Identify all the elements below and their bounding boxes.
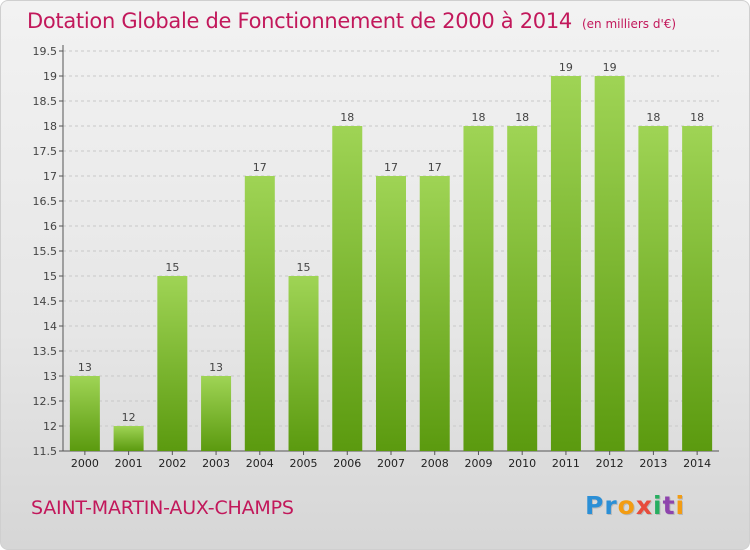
bar-value-label: 17 xyxy=(384,161,398,174)
bar-value-label: 15 xyxy=(297,261,311,274)
bar-value-label: 19 xyxy=(603,61,617,74)
bar xyxy=(69,376,100,451)
y-tick-label: 12.5 xyxy=(33,395,58,408)
bar-value-label: 13 xyxy=(78,361,92,374)
logo-letter: x xyxy=(635,491,653,520)
y-tick-label: 15.5 xyxy=(33,245,58,258)
x-tick-label: 2003 xyxy=(202,457,230,470)
chart-subtitle: (en milliers d'€) xyxy=(581,17,677,31)
bar xyxy=(376,176,406,451)
x-tick-label: 2014 xyxy=(683,457,711,470)
commune-name: SAINT-MARTIN-AUX-CHAMPS xyxy=(31,497,294,519)
logo-letter: o xyxy=(617,491,636,520)
bar xyxy=(463,126,494,451)
bar-value-label: 18 xyxy=(471,111,485,124)
bar xyxy=(113,426,144,451)
bar xyxy=(419,176,450,451)
bar-value-label: 19 xyxy=(559,61,573,74)
y-tick-label: 16.5 xyxy=(33,195,58,208)
y-tick-label: 12 xyxy=(43,420,57,433)
bar-value-label: 17 xyxy=(428,161,442,174)
y-tick-label: 16 xyxy=(43,220,57,233)
bar xyxy=(638,126,669,451)
y-tick-label: 13 xyxy=(43,370,57,383)
bar-value-label: 18 xyxy=(340,111,354,124)
y-tick-label: 18 xyxy=(43,120,57,133)
bar xyxy=(332,126,363,451)
x-tick-label: 2001 xyxy=(115,457,143,470)
bar-value-label: 12 xyxy=(122,411,136,424)
bar xyxy=(157,276,188,451)
x-tick-label: 2012 xyxy=(596,457,624,470)
logo-letter: P xyxy=(585,491,605,520)
logo-letter: t xyxy=(662,491,676,520)
logo-letter: r xyxy=(604,491,618,520)
logo-letter: i xyxy=(675,491,686,520)
x-tick-label: 2000 xyxy=(71,457,99,470)
x-tick-label: 2002 xyxy=(158,457,186,470)
x-tick-label: 2013 xyxy=(639,457,667,470)
x-tick-label: 2005 xyxy=(290,457,318,470)
y-tick-label: 19.5 xyxy=(33,45,58,58)
y-tick-label: 11.5 xyxy=(33,445,58,458)
y-tick-label: 17 xyxy=(43,170,57,183)
bar-layer: 13 12 15 13 17 15 18 17 17 18 18 19 19 18 18 xyxy=(69,61,713,451)
bar xyxy=(594,76,625,451)
proxiti-logo: Proxiti xyxy=(585,491,685,520)
chart-title: Dotation Globale de Fonctionnement de 20… xyxy=(27,9,676,33)
bar-value-label: 18 xyxy=(646,111,660,124)
y-tick-label: 18.5 xyxy=(33,95,58,108)
bar-value-label: 15 xyxy=(165,261,179,274)
x-tick-label: 2007 xyxy=(377,457,405,470)
bar xyxy=(201,376,232,451)
x-tick-label: 2009 xyxy=(464,457,492,470)
y-tick-label: 14.5 xyxy=(33,295,58,308)
logo-letter: i xyxy=(653,491,663,520)
y-tick-label: 19 xyxy=(43,70,57,83)
y-tick-label: 15 xyxy=(43,270,57,283)
bar-value-label: 18 xyxy=(515,111,529,124)
bar-value-label: 18 xyxy=(690,111,704,124)
y-tick-label: 17.5 xyxy=(33,145,58,158)
bar xyxy=(507,126,538,451)
chart-title-text: Dotation Globale de Fonctionnement de 20… xyxy=(27,9,572,33)
bar xyxy=(288,276,319,451)
x-tick-label: 2008 xyxy=(421,457,449,470)
y-tick-label: 13.5 xyxy=(33,345,58,358)
bar xyxy=(550,76,581,451)
y-tick-label: 14 xyxy=(43,320,57,333)
bar-value-label: 13 xyxy=(209,361,223,374)
bar xyxy=(244,176,275,451)
bar xyxy=(682,126,713,451)
axis-layer: 11.5 12 12.5 13 13.5 14 14.5 15 15.5 16 16.5 17 17.5… xyxy=(33,45,719,470)
x-tick-label: 2010 xyxy=(508,457,536,470)
x-tick-label: 2004 xyxy=(246,457,274,470)
x-tick-label: 2011 xyxy=(552,457,580,470)
x-tick-label: 2006 xyxy=(333,457,361,470)
bar-value-label: 17 xyxy=(253,161,267,174)
